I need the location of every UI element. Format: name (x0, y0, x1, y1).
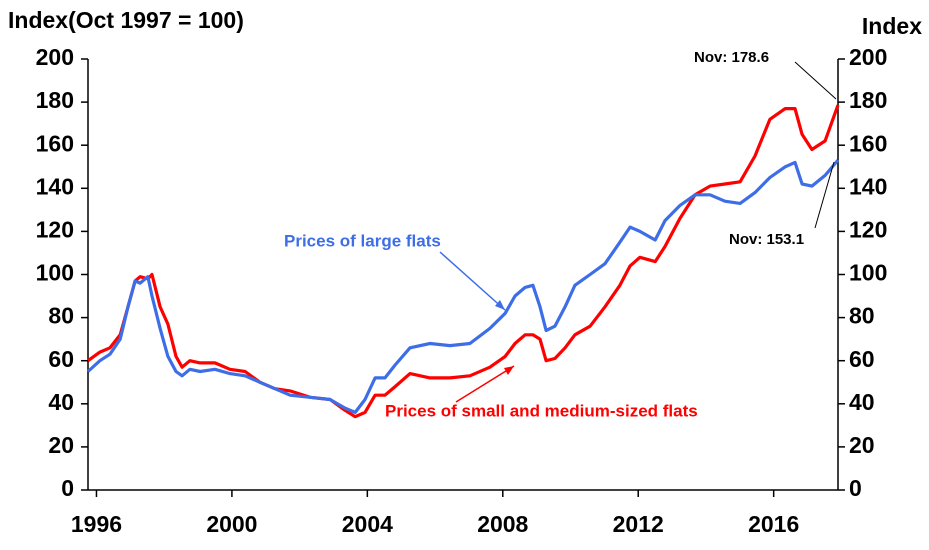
y2-tick-label: 100 (849, 260, 887, 286)
y2-tick-label: 180 (849, 87, 887, 113)
x-tick-label: 2008 (477, 511, 528, 537)
series-label: Prices of large flats (284, 231, 441, 250)
y2-tick-label: 20 (849, 432, 875, 458)
annotation-line (814, 161, 835, 229)
y2-tick-label: 160 (849, 130, 887, 156)
y2-tick-label: 60 (849, 346, 875, 372)
y2-tick-label: 40 (849, 389, 875, 415)
y2-tick-label: 120 (849, 216, 887, 242)
y2-tick-label: 0 (849, 475, 862, 501)
y-tick-label: 60 (48, 346, 74, 372)
y-axis-title: Index(Oct 1997 = 100) (8, 7, 244, 33)
annotation: Nov: 178.6 (694, 49, 769, 66)
x-tick-label: 2016 (748, 511, 799, 537)
arrow-head (504, 366, 514, 375)
annotation: Nov: 153.1 (729, 231, 804, 248)
series-line (87, 104, 840, 419)
y-tick-label: 80 (48, 303, 74, 329)
x-tick-label: 2000 (206, 511, 257, 537)
label-arrow (439, 251, 506, 311)
y-tick-label: 200 (36, 44, 74, 70)
y2-axis-title: Index (862, 13, 922, 39)
y-tick-label: 160 (36, 130, 74, 156)
y-tick-label: 140 (36, 173, 74, 199)
y2-tick-label: 140 (849, 173, 887, 199)
y-tick-label: 0 (61, 475, 74, 501)
y-tick-label: 100 (36, 260, 74, 286)
x-tick-label: 1996 (71, 511, 122, 537)
y2-tick-label: 200 (849, 44, 887, 70)
annotation-line (794, 61, 837, 100)
label-arrow (455, 365, 515, 403)
y-tick-label: 120 (36, 216, 74, 242)
x-tick-label: 2004 (342, 511, 393, 537)
y-tick-label: 40 (48, 389, 74, 415)
series-line (86, 159, 840, 414)
y-tick-label: 180 (36, 87, 74, 113)
y-tick-label: 20 (48, 432, 74, 458)
y2-tick-label: 80 (849, 303, 875, 329)
arrow-head (495, 300, 505, 310)
x-tick-label: 2012 (613, 511, 664, 537)
series-label: Prices of small and medium-sized flats (385, 401, 698, 420)
